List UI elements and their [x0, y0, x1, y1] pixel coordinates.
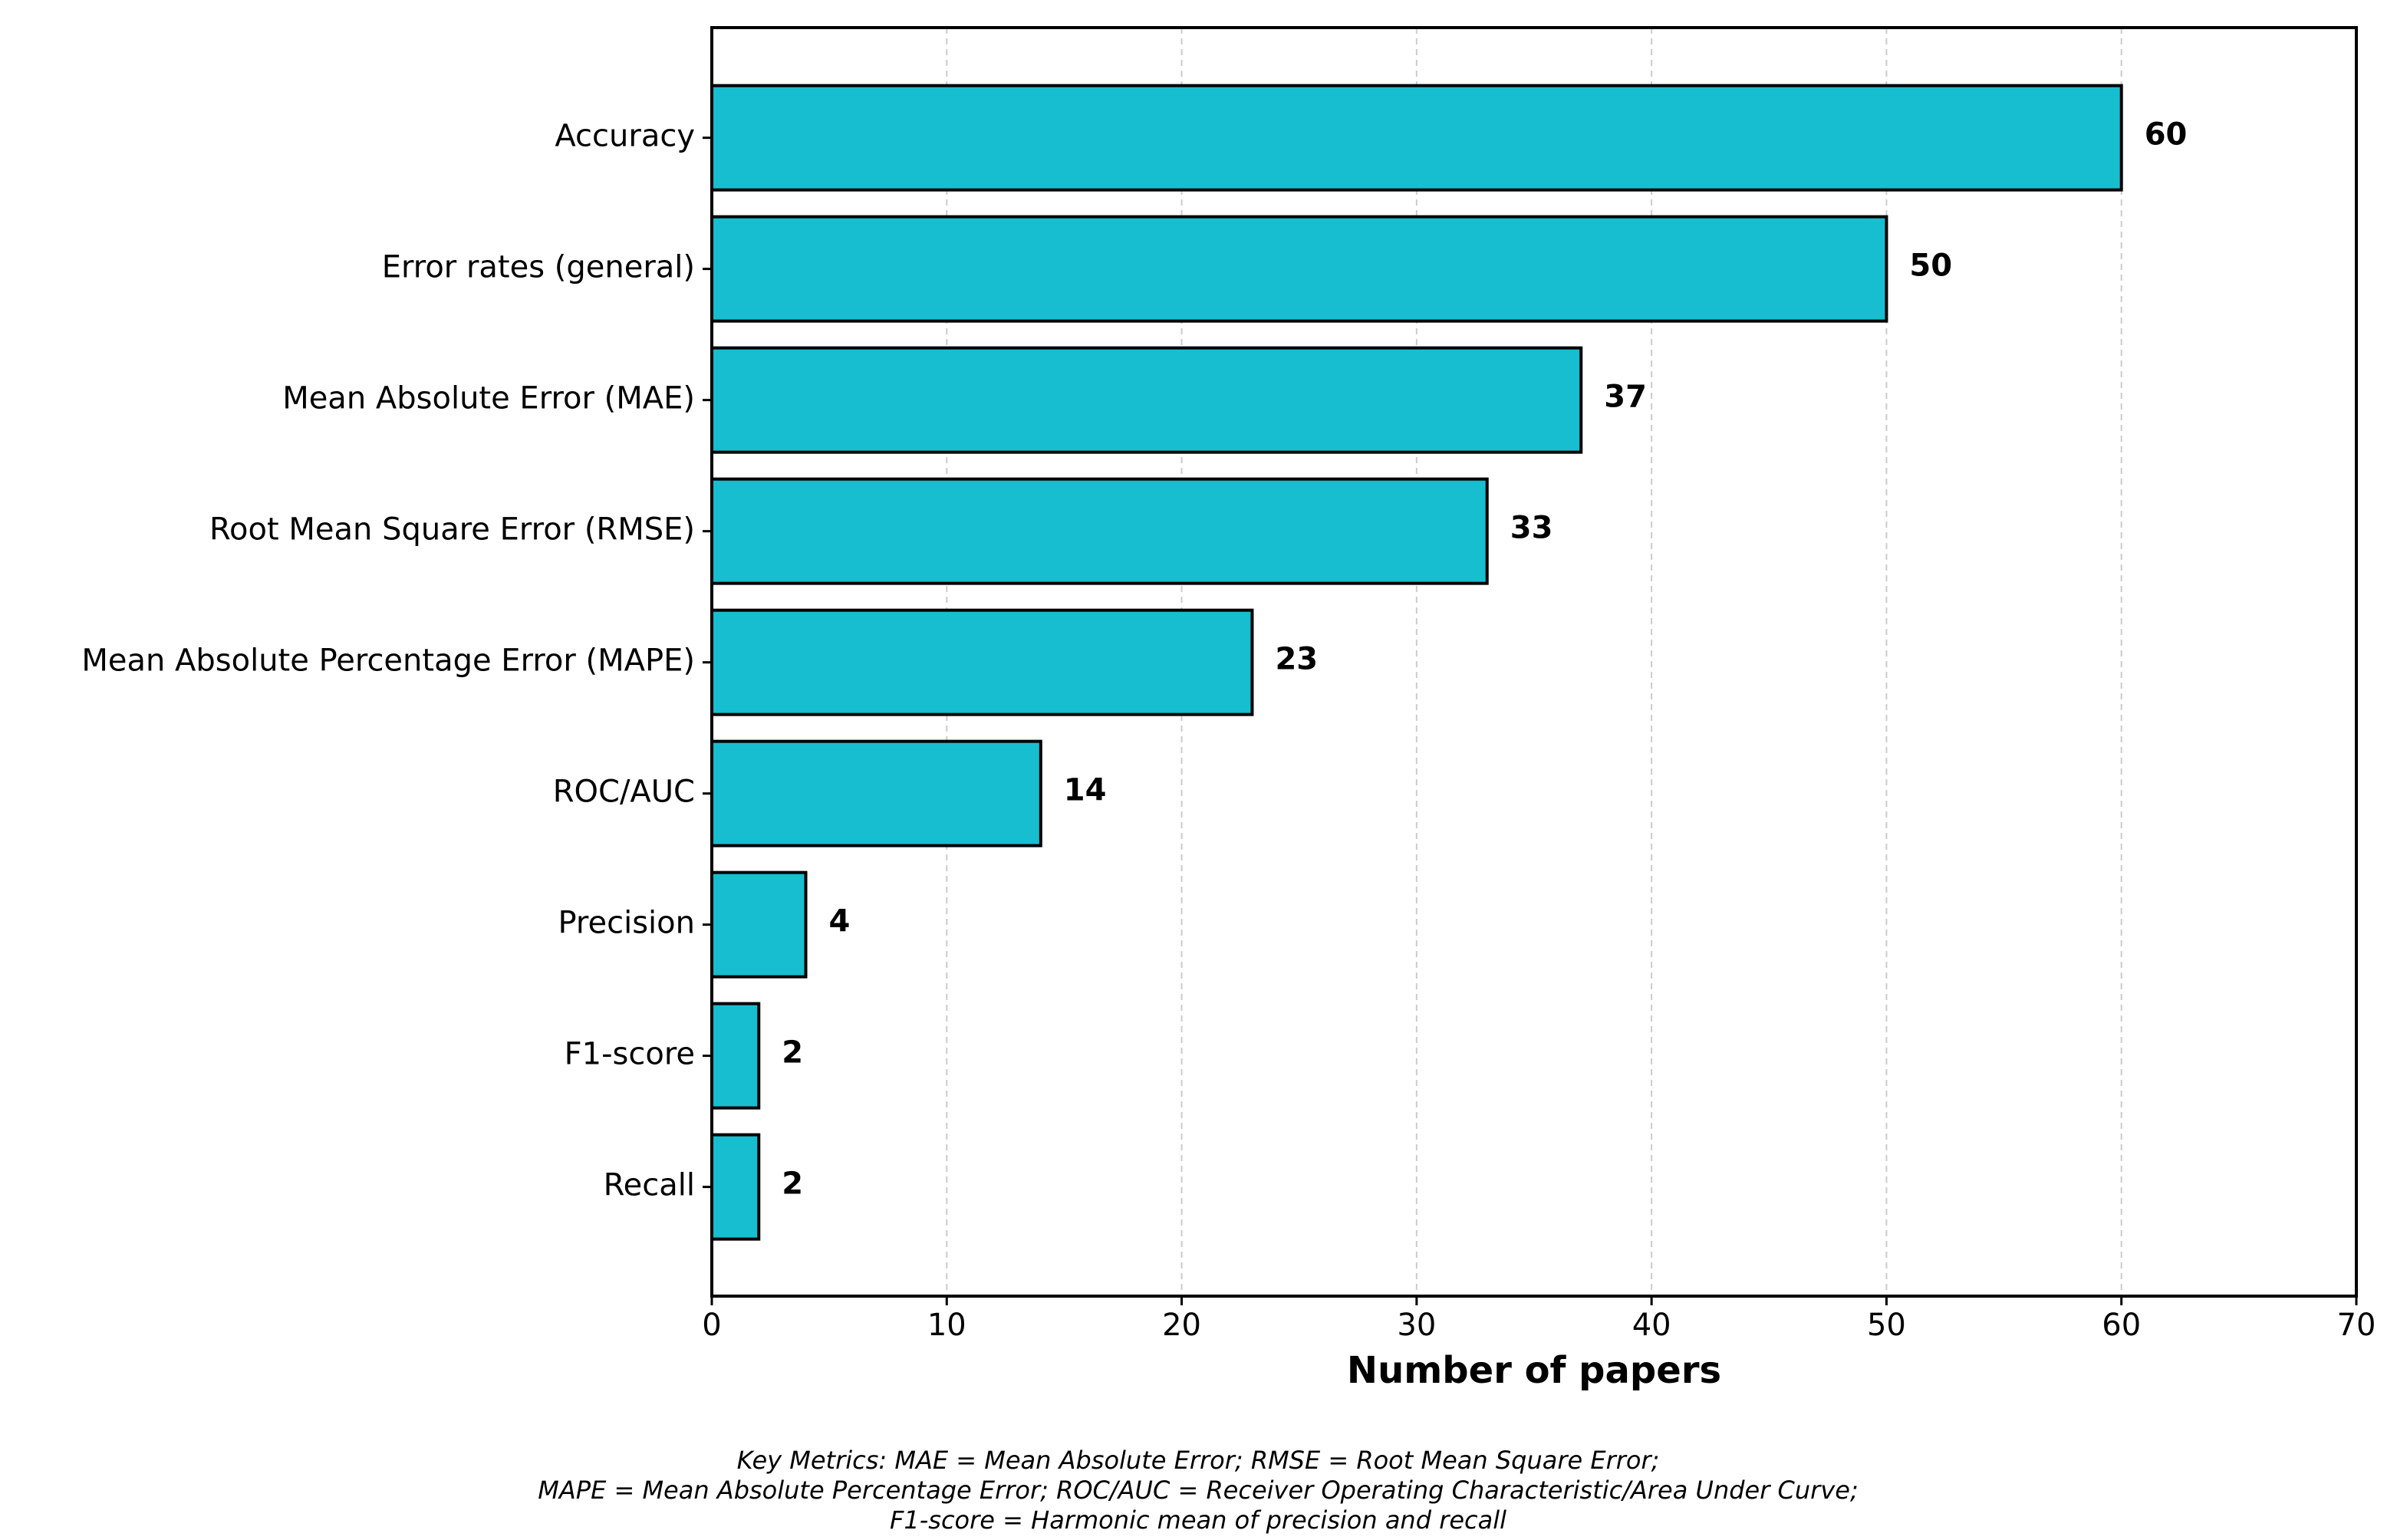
x-axis-label: Number of papers: [1347, 1349, 1721, 1392]
x-tick-label: 60: [2102, 1308, 2141, 1343]
y-tick-label: Error rates (general): [382, 250, 695, 285]
value-label: 14: [1064, 773, 1107, 808]
y-tick-label: Mean Absolute Percentage Error (MAPE): [81, 643, 695, 679]
footnote: F1-score = Harmonic mean of precision an…: [890, 1505, 1506, 1535]
x-tick-label: 70: [2337, 1308, 2376, 1343]
value-label: 4: [829, 904, 851, 939]
x-tick-label: 10: [927, 1308, 966, 1343]
bar: [710, 608, 1254, 716]
value-label: 23: [1275, 642, 1318, 677]
value-label: 37: [1604, 380, 1647, 415]
y-tick-label: Root Mean Square Error (RMSE): [209, 512, 695, 548]
value-label: 60: [2145, 117, 2188, 153]
bar: [710, 1133, 761, 1241]
x-tick-label: 40: [1632, 1308, 1671, 1343]
y-tick-label: Mean Absolute Error (MAE): [282, 381, 695, 416]
bar: [710, 739, 1042, 847]
bar: [710, 1002, 761, 1110]
plot-frame: [710, 26, 2358, 1298]
footnote: MAPE = Mean Absolute Percentage Error; R…: [538, 1476, 1858, 1505]
x-tick-label: 0: [702, 1308, 721, 1343]
y-tick-label: F1-score: [565, 1037, 695, 1072]
value-label: 50: [1909, 248, 1952, 284]
bar: [710, 84, 2123, 192]
y-tick-label: ROC/AUC: [553, 775, 695, 810]
value-label: 33: [1510, 511, 1553, 546]
bar: [710, 215, 1888, 323]
footnote: Key Metrics: MAE = Mean Absolute Error; …: [737, 1446, 1660, 1475]
x-tick-label: 20: [1162, 1308, 1201, 1343]
y-tick-label: Precision: [558, 906, 695, 941]
bar: [710, 346, 1583, 454]
x-tick-label: 30: [1397, 1308, 1436, 1343]
y-tick-label: Recall: [604, 1168, 695, 1203]
y-tick-label: Accuracy: [555, 119, 695, 154]
bar: [710, 477, 1489, 585]
value-label: 2: [782, 1035, 803, 1071]
bar: [710, 870, 808, 979]
x-tick-label: 50: [1867, 1308, 1906, 1343]
value-label: 2: [782, 1167, 803, 1202]
